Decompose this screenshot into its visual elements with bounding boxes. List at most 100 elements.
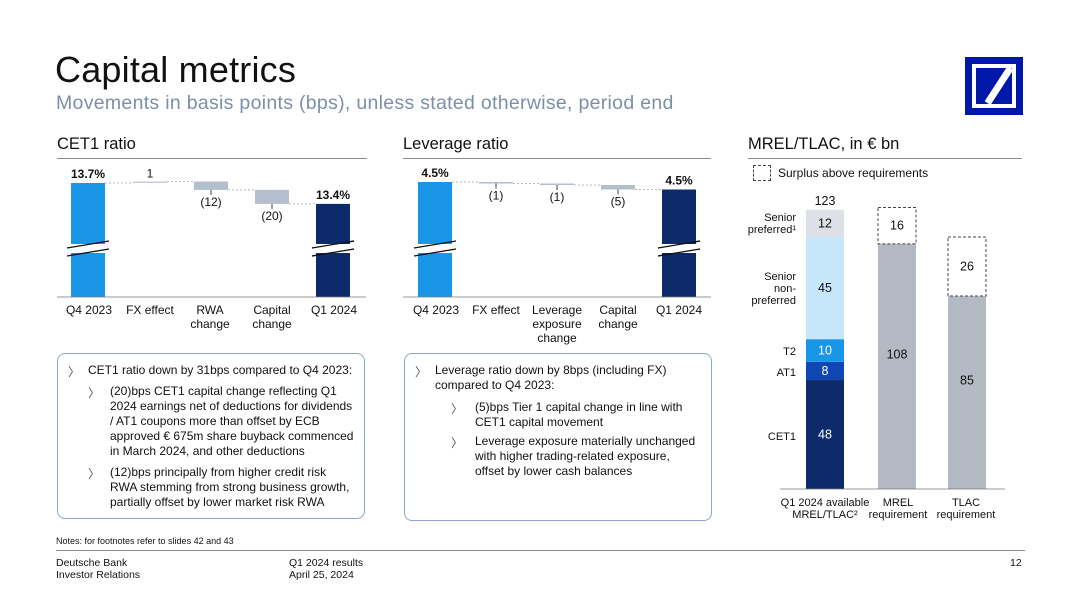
- leverage-commentary-main: Leverage ratio down by 8bps (including F…: [435, 363, 667, 392]
- mrel-segment-value: 8: [822, 364, 829, 378]
- chevron-right-icon: 〉: [451, 402, 464, 416]
- waterfall-bar-end: [662, 189, 696, 297]
- mrel-total-label: 123: [815, 194, 836, 208]
- requirement-bar: [878, 243, 916, 489]
- mrel-segment-name: T2: [783, 346, 796, 358]
- requirement-bar: [948, 296, 986, 489]
- chevron-right-icon: 〉: [451, 436, 464, 450]
- cet1-cat-label: RWA change: [190, 303, 230, 331]
- mrel-segment-value: 10: [818, 344, 832, 358]
- mrel-stack-segment: [806, 339, 844, 362]
- axis-break-gap: [68, 244, 108, 253]
- mrel-segment-name: Senior preferred¹: [747, 212, 796, 236]
- leverage-cat-label: Leverage exposure change: [531, 303, 583, 345]
- waterfall-value-label: (5): [611, 195, 626, 209]
- footnote-text: Notes: for footnotes refer to slides 42 …: [56, 536, 234, 546]
- mrel-segment-value: 48: [818, 428, 832, 442]
- leverage-section-title: Leverage ratio: [403, 135, 509, 153]
- waterfall-value-label: (1): [489, 189, 504, 203]
- page-title: Capital metrics: [55, 49, 297, 90]
- waterfall-bar-start: [418, 182, 452, 297]
- mrel-section-rule: [748, 158, 1022, 159]
- surplus-bar: [947, 236, 987, 297]
- waterfall-bar-start: [71, 183, 105, 297]
- cet1-commentary-main: CET1 ratio down by 31bps compared to Q4 …: [88, 363, 353, 377]
- chevron-right-icon: 〉: [88, 467, 101, 481]
- axis-break-line: [311, 248, 355, 257]
- waterfall-total-label: 4.5%: [665, 174, 693, 188]
- mrel-segment-name: AT1: [776, 367, 796, 379]
- cet1-commentary-box: 〉 CET1 ratio down by 31bps compared to Q…: [57, 353, 365, 519]
- leverage-commentary-item: Leverage exposure materially unchanged w…: [475, 434, 696, 478]
- page-subtitle: Movements in basis points (bps), unless …: [56, 92, 674, 114]
- leverage-cat-label: Capital change: [598, 303, 638, 331]
- surplus-bar: [877, 207, 917, 245]
- mrel-segment-name: Senior non- preferred: [751, 271, 796, 307]
- axis-break-line: [657, 240, 701, 249]
- axis-break-line: [66, 240, 110, 249]
- mrel-cat-label: Q1 2024 available MREL/TLAC²: [780, 497, 870, 521]
- cet1-cat-label: Capital change: [252, 303, 292, 331]
- footer-rule: [56, 550, 1025, 551]
- page-number: 12: [1010, 557, 1022, 569]
- mrel-tlac-chart: 48 8 10 45 12 123 108 16 85 26: [780, 194, 1005, 490]
- waterfall-total-label: 13.7%: [71, 167, 105, 181]
- waterfall-value-label: (1): [550, 190, 565, 204]
- cet1-section-rule: [57, 158, 367, 159]
- footer-company: Deutsche Bank Investor Relations: [56, 557, 141, 581]
- leverage-section-rule: [403, 158, 711, 159]
- mrel-stack-segment: [806, 209, 844, 238]
- cet1-commentary-item: (12)bps principally from higher credit r…: [110, 465, 350, 509]
- waterfall-total-label: 4.5%: [421, 166, 449, 180]
- waterfall-value-label: (12): [200, 195, 221, 209]
- cet1-section-title: CET1 ratio: [57, 135, 136, 153]
- chevron-right-icon: 〉: [88, 386, 101, 400]
- surplus-legend-swatch: [753, 165, 771, 181]
- mrel-cat-label: MREL requirement: [868, 497, 928, 521]
- axis-break-line: [311, 240, 355, 249]
- axis-break-line: [66, 248, 110, 257]
- leverage-cat-label: Q1 2024: [655, 303, 703, 317]
- deutsche-bank-logo: [965, 57, 1023, 115]
- mrel-segment-value: 12: [818, 216, 832, 230]
- surplus-value: 16: [890, 219, 904, 233]
- surplus-value: 26: [960, 260, 974, 274]
- waterfall-bar-delta: [133, 181, 167, 183]
- waterfall-bar-delta: [479, 182, 513, 184]
- cet1-waterfall-chart: 1 (12) (20) 13.7% 13.4%: [57, 167, 366, 298]
- surplus-legend-label: Surplus above requirements: [778, 166, 929, 180]
- waterfall-bar-delta: [601, 185, 635, 190]
- waterfall-total-label: 13.4%: [316, 188, 350, 202]
- cet1-commentary-item: (20)bps CET1 capital change reflecting Q…: [110, 384, 354, 458]
- mrel-segment-name: CET1: [767, 431, 796, 443]
- mrel-stack-segment: [806, 380, 844, 489]
- axis-break-line: [657, 248, 701, 257]
- axis-break-gap: [313, 244, 353, 253]
- waterfall-bar-delta: [194, 181, 228, 190]
- chevron-right-icon: 〉: [415, 365, 428, 379]
- mrel-cat-label: TLAC requirement: [936, 497, 996, 521]
- waterfall-value-label: (20): [261, 209, 282, 223]
- waterfall-value-label: 1: [147, 167, 154, 181]
- axis-break-gap: [659, 244, 699, 253]
- mrel-stack-segment: [806, 361, 844, 381]
- cet1-cat-label: Q4 2023: [65, 303, 113, 317]
- mrel-stack-segment: [806, 237, 844, 340]
- mrel-segment-value: 45: [818, 281, 832, 295]
- axis-break-gap: [415, 244, 455, 253]
- leverage-commentary-item: (5)bps Tier 1 capital change in line wit…: [475, 400, 683, 429]
- chevron-right-icon: 〉: [68, 365, 81, 379]
- leverage-commentary-box: 〉 Leverage ratio down by 8bps (including…: [404, 353, 712, 521]
- mrel-section-title: MREL/TLAC, in € bn: [748, 135, 900, 153]
- leverage-cat-label: FX effect: [472, 303, 520, 317]
- requirement-value: 85: [960, 374, 974, 388]
- leverage-cat-label: Q4 2023: [412, 303, 460, 317]
- requirement-value: 108: [887, 347, 908, 361]
- cet1-cat-label: Q1 2024: [310, 303, 358, 317]
- axis-break-line: [413, 240, 457, 249]
- cet1-cat-label: FX effect: [126, 303, 174, 317]
- leverage-waterfall-chart: (1) (1) (5) 4.5% 4.5%: [403, 166, 711, 298]
- waterfall-bar-delta: [540, 183, 574, 185]
- footer-report-date: Q1 2024 results April 25, 2024: [289, 557, 364, 581]
